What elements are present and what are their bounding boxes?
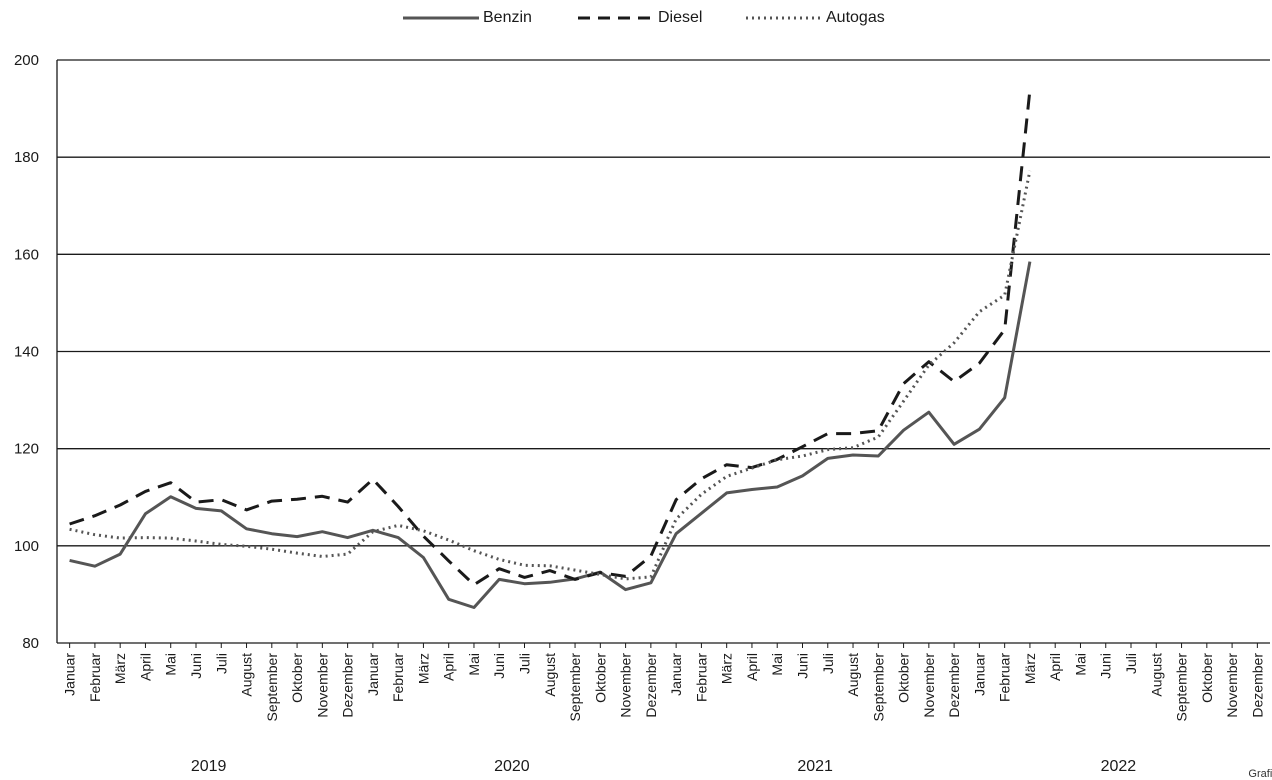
x-tick-label: April (137, 653, 153, 681)
x-tick-label: Juni (491, 653, 507, 679)
x-tick-label: Juli (213, 653, 229, 674)
year-label: 2021 (797, 758, 833, 775)
x-tick-label: Juni (1098, 653, 1114, 679)
x-tick-label: Dezember (340, 653, 356, 718)
x-tick-label: November (314, 653, 330, 718)
x-tick-label: November (1224, 653, 1240, 718)
series-line-diesel (69, 89, 1032, 587)
x-tick-label: Januar (971, 653, 987, 696)
legend-label: Benzin (483, 9, 532, 26)
series-lines (69, 89, 1032, 609)
y-tick-label: 140 (14, 344, 39, 361)
x-tick-label: Februar (997, 653, 1013, 702)
x-tick-label: Oktober (1199, 653, 1215, 703)
x-tick-label: August (845, 653, 861, 697)
series-line-autogas (69, 170, 1032, 581)
x-tick-label: Januar (62, 653, 78, 696)
year-label: 2022 (1101, 758, 1137, 775)
y-tick-label: 180 (14, 149, 39, 166)
x-tick-label: April (441, 653, 457, 681)
x-tick-label: Juni (794, 653, 810, 679)
legend-swatch-solid (403, 16, 479, 20)
x-tick-label: Juli (517, 653, 533, 674)
x-tick-label: November (921, 653, 937, 718)
x-tick-label: April (1047, 653, 1063, 681)
x-tick-label: Juli (820, 653, 836, 674)
x-tick-label: September (567, 653, 583, 722)
y-tick-label: 100 (14, 538, 39, 555)
y-tick-label: 160 (14, 246, 39, 263)
x-tick-label: November (618, 653, 634, 718)
y-axis: 80 100 120 140 160 180 200 (14, 52, 58, 652)
x-tick-label: September (1174, 653, 1190, 722)
legend-item-autogas: Autogas (746, 6, 885, 30)
legend-item-benzin: Benzin (403, 6, 532, 30)
x-tick-label: Februar (693, 653, 709, 702)
x-axis: Januar Februar März April Mai Juni Juli August S… (62, 643, 1265, 775)
x-tick-label: März (1022, 653, 1038, 684)
x-tick-label: Mai (163, 653, 179, 676)
legend-swatch-dotted (746, 16, 822, 20)
legend-swatch-dashed (578, 16, 654, 20)
x-tick-label: Dezember (946, 653, 962, 718)
y-tick-label: 120 (14, 441, 39, 458)
x-tick-label: März (415, 653, 431, 684)
x-tick-label: Oktober (896, 653, 912, 703)
x-tick-label: Oktober (289, 653, 305, 703)
x-tick-label: September (264, 653, 280, 722)
y-grid-lines (57, 59, 1270, 644)
series-line-benzin (69, 261, 1032, 609)
x-tick-label: August (1148, 653, 1164, 697)
x-tick-label: Mai (1072, 653, 1088, 676)
year-label: 2020 (494, 758, 530, 775)
y-tick-label: 200 (14, 52, 39, 69)
x-tick-label: September (870, 653, 886, 722)
x-tick-label: Februar (87, 653, 103, 702)
x-tick-label: Juli (1123, 653, 1139, 674)
legend-item-diesel: Diesel (578, 6, 702, 30)
x-tick-label: Januar (365, 653, 381, 696)
x-tick-label: Februar (390, 653, 406, 702)
x-tick-label: Dezember (643, 653, 659, 718)
x-tick-label: August (542, 653, 558, 697)
x-tick-label: März (112, 653, 128, 684)
x-tick-label: Juni (188, 653, 204, 679)
x-tick-label: Mai (466, 653, 482, 676)
credit-text: Grafik: L (1248, 768, 1272, 780)
x-tick-label: April (744, 653, 760, 681)
x-tick-label: Dezember (1249, 653, 1265, 718)
x-tick-label: Oktober (592, 653, 608, 703)
year-label: 2019 (191, 758, 227, 775)
legend-label: Diesel (658, 9, 703, 26)
x-tick-label: Januar (668, 653, 684, 696)
x-tick-label: März (719, 653, 735, 684)
legend: Benzin Diesel Autogas (0, 6, 1272, 30)
x-tick-label: August (239, 653, 255, 697)
legend-label: Autogas (826, 9, 885, 26)
x-tick-label: Mai (769, 653, 785, 676)
y-tick-label: 80 (22, 635, 39, 652)
